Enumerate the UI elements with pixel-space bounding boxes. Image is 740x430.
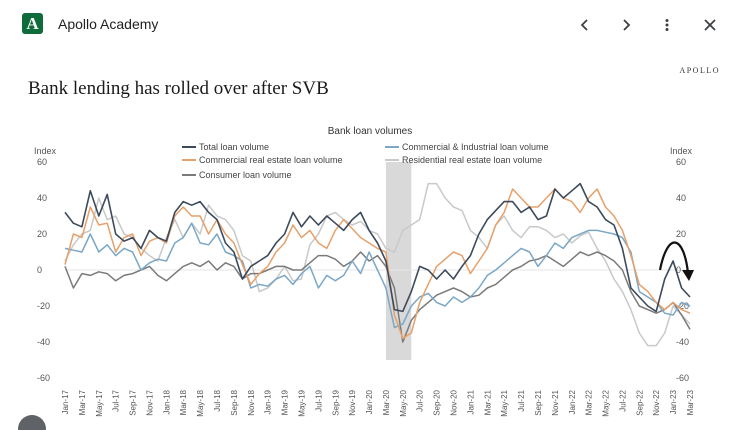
x-tick-label: Sep-17	[129, 389, 138, 415]
x-tick-label: Jan-20	[365, 389, 374, 414]
y-tick-label-right: -20	[676, 301, 689, 311]
y-tick-label-left: -60	[37, 373, 50, 383]
x-tick-label: Jan-17	[61, 389, 70, 414]
app-title: Apollo Academy	[58, 16, 159, 32]
legend-label-cni: Commercial & Industrial loan volume	[402, 142, 549, 152]
x-tick-label: Jan-22	[568, 389, 577, 414]
y-tick-label-left: 0	[37, 265, 42, 275]
y-tick-label-right: -60	[676, 373, 689, 383]
next-button[interactable]	[613, 12, 639, 38]
legend-label-residential: Residential real estate loan volume	[402, 155, 542, 165]
x-tick-label: Nov-20	[450, 389, 459, 415]
x-tick-label: Mar-17	[78, 389, 87, 415]
legend-label-consumer: Consumer loan volume	[199, 170, 292, 180]
x-tick-label: May-20	[399, 389, 408, 416]
y-tick-label-right: 0	[676, 265, 681, 275]
legend-label-total: Total loan volume	[199, 142, 269, 152]
x-tick-label: Mar-20	[382, 389, 391, 415]
y-tick-label-left: 60	[37, 157, 47, 167]
annotation-arrow-head	[682, 270, 694, 281]
series-line-consumer	[64, 251, 691, 343]
x-tick-label: Jul-18	[213, 389, 222, 411]
x-tick-label: Nov-17	[145, 389, 154, 415]
annotation-arrow-curve	[658, 241, 690, 274]
x-tick-label: Jan-18	[162, 389, 171, 414]
chevron-left-icon	[580, 19, 588, 31]
x-tick-label: May-19	[297, 389, 306, 416]
x-tick-label: Jul-17	[112, 389, 121, 411]
y-tick-label-right: -40	[676, 337, 689, 347]
y-tick-label-left: 20	[37, 229, 47, 239]
top-app-bar: A Apollo Academy	[0, 0, 740, 48]
close-icon	[704, 19, 716, 31]
series-line-cre	[64, 188, 691, 340]
x-tick-label: May-18	[196, 389, 205, 416]
y-tick-label-left: 40	[37, 193, 47, 203]
x-tick-label: Sep-18	[230, 389, 239, 415]
x-tick-label: May-21	[500, 389, 509, 416]
y-tick-label-left: -40	[37, 337, 50, 347]
x-tick-label: Jan-23	[669, 389, 678, 414]
x-tick-label: Jul-22	[618, 389, 627, 411]
x-tick-label: Sep-19	[331, 389, 340, 415]
x-tick-label: Nov-21	[551, 389, 560, 415]
y-tick-label-right: 20	[676, 229, 686, 239]
x-tick-label: Sep-21	[534, 389, 543, 415]
y-axis-label-right: Index	[670, 146, 693, 156]
corner-action-button[interactable]	[18, 415, 46, 430]
series-line-total	[64, 182, 691, 313]
chart-title: Bank loan volumes	[328, 126, 413, 137]
x-tick-label: Nov-19	[348, 389, 357, 415]
brand-label: APOLLO	[679, 66, 720, 75]
y-axis-label-left: Index	[34, 146, 57, 156]
x-tick-label: Jul-20	[416, 389, 425, 411]
x-tick-label: Sep-22	[635, 389, 644, 415]
y-tick-label-left: -20	[37, 301, 50, 311]
close-button[interactable]	[697, 12, 723, 38]
previous-button[interactable]	[572, 12, 598, 38]
x-tick-label: May-17	[95, 389, 104, 416]
series-line-cni	[64, 222, 691, 329]
article-headline: Bank lending has rolled over after SVB	[28, 78, 329, 99]
more-vert-icon	[665, 19, 669, 31]
bank-loan-chart: Bank loan volumes Index Index 60 60 40 40 20 20 0…	[0, 118, 740, 430]
x-tick-label: Mar-19	[281, 389, 290, 415]
x-tick-label: Nov-18	[247, 389, 256, 415]
x-tick-label: Mar-21	[483, 389, 492, 415]
x-tick-label: Jan-19	[264, 389, 273, 414]
x-tick-label: May-22	[602, 389, 611, 416]
y-tick-label-right: 60	[676, 157, 686, 167]
x-tick-label: Mar-22	[585, 389, 594, 415]
legend-label-cre: Commercial real estate loan volume	[199, 155, 343, 165]
x-tick-label: Jul-21	[517, 389, 526, 411]
more-options-button[interactable]	[654, 12, 680, 38]
x-tick-label: Jan-21	[466, 389, 475, 414]
app-logo: A	[22, 13, 43, 34]
x-tick-label: Nov-22	[652, 389, 661, 415]
series-line-residential	[64, 182, 691, 347]
y-tick-label-right: 40	[676, 193, 686, 203]
x-tick-label: Mar-18	[179, 389, 188, 415]
x-tick-label: Sep-20	[433, 389, 442, 415]
x-tick-label: Jul-19	[314, 389, 323, 411]
chevron-right-icon	[623, 19, 631, 31]
x-tick-label: Mar-23	[686, 389, 695, 415]
